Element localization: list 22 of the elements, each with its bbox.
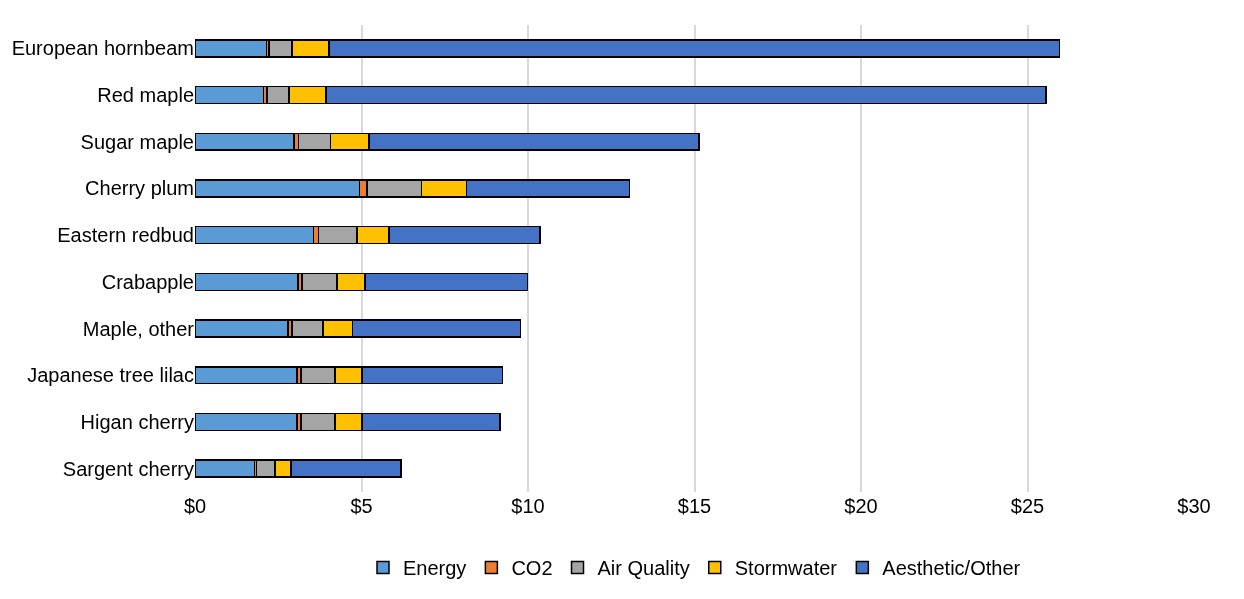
legend-label: Stormwater <box>734 557 838 580</box>
y-tick-label: Eastern redbud <box>57 224 194 247</box>
x-tick-label: $30 <box>1177 495 1211 517</box>
y-tick-label: Crabapple <box>101 270 194 293</box>
y-tick-label: Higan cherry <box>80 410 194 433</box>
x-tick-label: $20 <box>844 495 878 517</box>
legend-label: Air Quality <box>597 557 690 580</box>
y-tick-label: Sugar maple <box>80 130 194 153</box>
legend-label: Aesthetic/Other <box>882 557 1021 580</box>
legend-label: CO2 <box>511 557 553 580</box>
x-tick-label: $5 <box>350 495 373 517</box>
x-tick-label: $25 <box>1010 495 1045 517</box>
y-tick-label: Red maple <box>97 84 194 107</box>
legend-label: Energy <box>403 557 467 580</box>
x-tick-label: $10 <box>511 495 545 517</box>
y-tick-label: Japanese tree lilac <box>27 364 194 387</box>
x-tick-label: $0 <box>183 495 207 517</box>
y-tick-label: European hornbeam <box>11 37 194 60</box>
y-tick-label: Cherry plum <box>85 177 194 200</box>
y-tick-label: Sargent cherry <box>62 457 194 480</box>
y-tick-label: Maple, other <box>82 317 195 340</box>
x-tick-label: $15 <box>677 495 712 517</box>
